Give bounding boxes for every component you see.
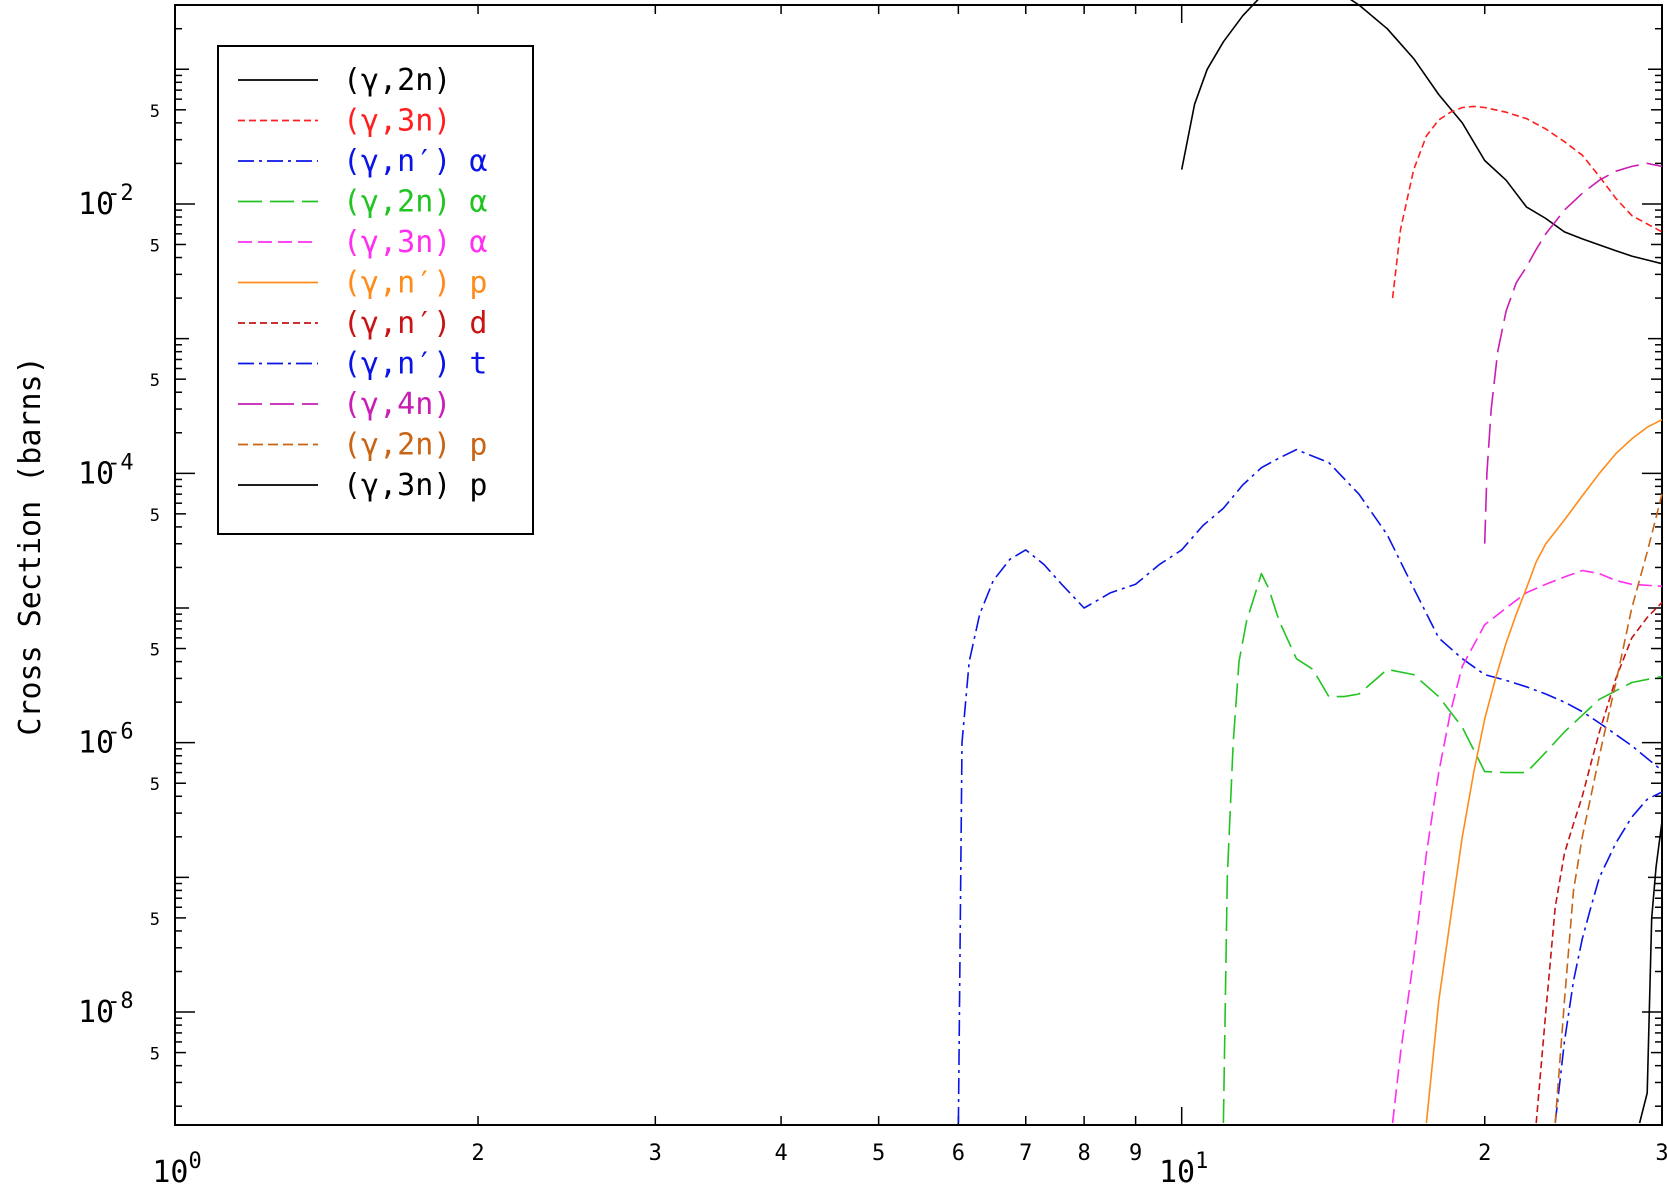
series-line-6 xyxy=(1425,418,1663,1124)
y-decade-label: 10-2 xyxy=(78,181,134,222)
legend-label: (γ,n′) p xyxy=(343,266,488,301)
y-minor-tick-label: 5 xyxy=(150,641,160,661)
legend-label: (γ,2n) α xyxy=(343,185,488,220)
series-line-8 xyxy=(1554,791,1663,1124)
x-tick-label: 9 xyxy=(1129,1141,1142,1166)
legend-label: (γ,n′) t xyxy=(343,347,488,382)
legend-box xyxy=(217,45,534,535)
legend: (γ,2n) (γ,3n) (γ,n′) α (γ,2n) α (γ,3n) α (γ,n… xyxy=(217,45,534,535)
series-line-5 xyxy=(1391,569,1663,1124)
legend-label: (γ,3n) p xyxy=(343,468,488,503)
series-line-4 xyxy=(1222,572,1663,1124)
plot-frame xyxy=(174,4,1663,1126)
y-decade-label: 10-4 xyxy=(78,450,134,491)
series-line-7 xyxy=(1535,601,1663,1124)
x-tick-label: 8 xyxy=(1078,1141,1091,1166)
legend-items: (γ,2n) (γ,3n) (γ,n′) α (γ,2n) α (γ,3n) α (γ,n… xyxy=(238,63,488,503)
x-tick-label: 7 xyxy=(1019,1141,1032,1166)
series-line-3 xyxy=(957,448,1663,1124)
y-decade-label: 10-6 xyxy=(78,720,134,761)
series-line-9 xyxy=(1483,162,1663,544)
series-line-11 xyxy=(1638,821,1663,1124)
y-minor-tick-label: 5 xyxy=(150,371,160,391)
axis-ticks xyxy=(174,5,1663,1125)
y-axis-label: Cross Section (barns) xyxy=(13,356,48,735)
legend-label: (γ,3n) α xyxy=(343,225,488,260)
x-tick-label: 2 xyxy=(471,1141,484,1166)
legend-label: (γ,4n) xyxy=(343,387,451,422)
y-minor-tick-label: 5 xyxy=(150,236,160,256)
x-tick-label: 2 xyxy=(1478,1141,1491,1166)
x-tick-label: 4 xyxy=(774,1141,787,1166)
legend-label: (γ,n′) α xyxy=(343,144,488,179)
x-tick-label: 3 xyxy=(1655,1141,1667,1166)
y-minor-tick-label: 5 xyxy=(150,910,160,930)
series-line-2 xyxy=(1391,105,1663,299)
x-tick-label: 6 xyxy=(952,1141,965,1166)
x-tick-label: 3 xyxy=(649,1141,662,1166)
y-decade-label: 10-8 xyxy=(78,989,134,1030)
legend-label: (γ,n′) d xyxy=(343,306,488,341)
x-tick-label: 5 xyxy=(872,1141,885,1166)
data-series xyxy=(957,0,1663,1124)
legend-label: (γ,2n) p xyxy=(343,428,488,463)
y-tick-labels: 10-210-410-610-8555555555 xyxy=(78,102,160,1065)
legend-label: (γ,2n) xyxy=(343,63,451,98)
x-decade-label: 100 xyxy=(152,1149,201,1190)
legend-label: (γ,3n) xyxy=(343,104,451,139)
y-minor-tick-label: 5 xyxy=(150,775,160,795)
series-line-10 xyxy=(1554,494,1663,1124)
y-minor-tick-label: 5 xyxy=(150,1045,160,1065)
series-line-1 xyxy=(1180,0,1663,265)
x-decade-label: 101 xyxy=(1159,1149,1208,1190)
y-minor-tick-label: 5 xyxy=(150,506,160,526)
y-minor-tick-label: 5 xyxy=(150,102,160,122)
x-tick-labels: 100 2 3 4 5 6 7 8 9 101 2 3 xyxy=(152,1141,1667,1190)
